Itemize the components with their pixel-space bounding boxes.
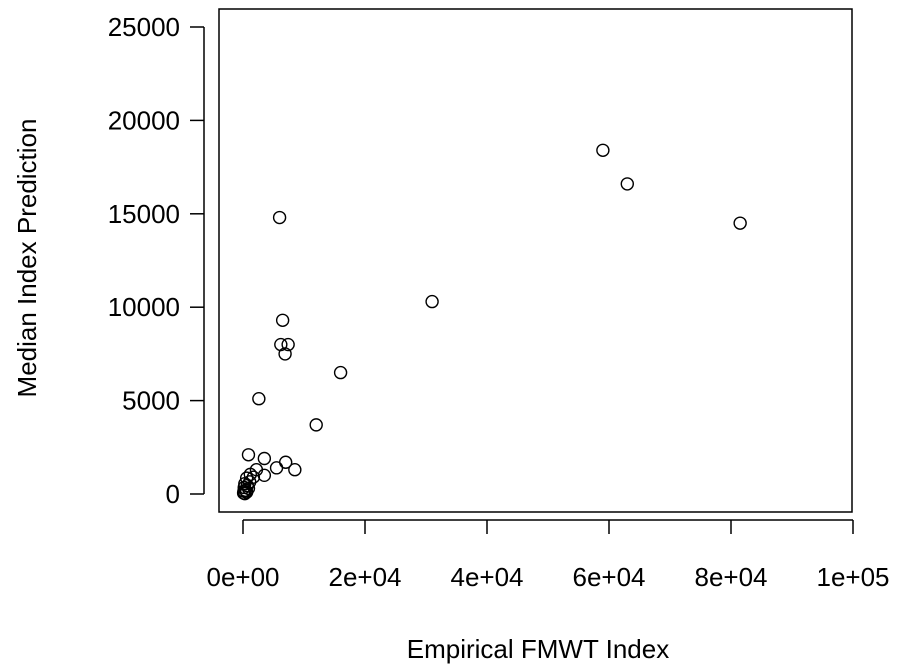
data-point: [733, 216, 747, 230]
x-tick-label: 1e+05: [816, 562, 889, 592]
x-tick-label: 0e+00: [206, 562, 279, 592]
x-tick-label: 8e+04: [694, 562, 767, 592]
data-point: [288, 463, 302, 477]
data-point: [620, 177, 634, 191]
x-tick-label: 4e+04: [450, 562, 523, 592]
data-point: [281, 337, 295, 352]
data-point: [272, 210, 287, 225]
x-tick-label: 6e+04: [572, 562, 645, 592]
y-axis: 0 5000 10000 15000 20000 25000: [108, 12, 205, 509]
data-point: [257, 451, 272, 466]
y-axis-title: Median Index Prediction: [12, 119, 42, 398]
data-point: [309, 418, 323, 432]
plot-frame: [218, 8, 853, 513]
data-point: [596, 143, 610, 157]
y-tick-label: 10000: [108, 292, 180, 322]
y-tick-label: 25000: [108, 12, 180, 42]
y-tick-label: 5000: [122, 386, 180, 416]
y-tick-label: 20000: [108, 105, 180, 135]
x-axis: 0e+00 2e+04 4e+04 6e+04 8e+04 1e+05: [206, 519, 890, 592]
data-point: [278, 347, 292, 361]
data-point: [275, 313, 290, 327]
x-axis-title: Empirical FMWT Index: [407, 634, 669, 664]
data-point: [241, 448, 256, 462]
x-tick-label: 2e+04: [328, 562, 401, 592]
data-point: [252, 392, 266, 406]
data-point: [269, 461, 284, 475]
data-point: [257, 468, 272, 483]
y-tick-label: 15000: [108, 199, 180, 229]
data-point: [425, 294, 439, 309]
data-point: [333, 365, 348, 380]
y-tick-label: 0: [166, 479, 180, 509]
data-point: [238, 486, 252, 501]
data-points: [236, 143, 747, 501]
